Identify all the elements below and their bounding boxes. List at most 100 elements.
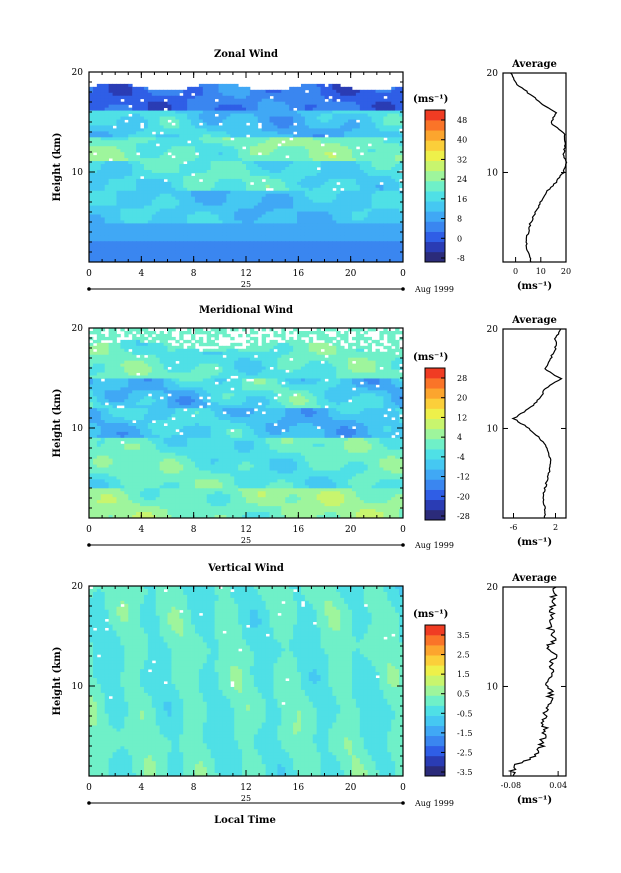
heatmap-cell: [371, 89, 376, 94]
heatmap-cell: [265, 214, 270, 218]
heatmap-cell: [230, 134, 235, 138]
heatmap-cell: [332, 140, 337, 144]
heatmap-cell: [116, 167, 121, 171]
heatmap-cell: [336, 247, 341, 251]
heatmap-cell: [194, 125, 200, 129]
heatmap-cell: [92, 167, 98, 171]
heatmap-cell: [324, 247, 329, 251]
heatmap-cell: [143, 241, 149, 245]
heatmap-cell: [297, 336, 302, 341]
heatmap-cell: [265, 110, 270, 114]
heatmap-cell: [253, 193, 259, 198]
heatmap-cell: [344, 169, 349, 174]
heatmap-cell: [391, 107, 396, 111]
heatmap-cell: [108, 167, 113, 171]
heatmap-cell: [100, 184, 106, 189]
heatmap-cell: [179, 175, 184, 180]
heatmap-cell: [328, 217, 333, 221]
heatmap-cell: [187, 98, 192, 103]
heatmap-cell: [391, 336, 396, 341]
heatmap-cell: [273, 89, 278, 94]
heatmap-cell: [108, 101, 113, 106]
heatmap-cell: [143, 101, 149, 106]
heatmap-cell: [265, 256, 270, 260]
heatmap-cell: [104, 125, 110, 129]
heatmap-cell: [136, 232, 141, 236]
heatmap-cell: [363, 155, 369, 159]
heatmap-cell: [222, 253, 227, 257]
heatmap-cell: [120, 113, 125, 117]
heatmap-cell: [96, 140, 102, 144]
heatmap-cell: [151, 164, 157, 168]
heatmap-cell: [230, 128, 235, 132]
heatmap-cell: [210, 247, 216, 251]
heatmap-cell: [100, 178, 106, 183]
heatmap-cell: [359, 190, 365, 195]
heatmap-cell: [100, 155, 106, 159]
heatmap-cell: [324, 256, 329, 260]
heatmap-cell: [143, 98, 149, 103]
heatmap-cell: [238, 190, 243, 195]
heatmap-cell: [253, 187, 259, 192]
heatmap-cell: [108, 169, 113, 174]
heatmap-cell: [151, 250, 157, 254]
heatmap-cell: [191, 244, 196, 248]
heatmap-cell: [387, 128, 392, 132]
heatmap-cell: [246, 229, 251, 233]
heatmap-cell: [132, 190, 137, 195]
heatmap-cell: [371, 110, 376, 114]
heatmap-cell: [112, 223, 117, 227]
heatmap-cell: [375, 95, 380, 100]
heatmap-cell: [285, 134, 290, 138]
heatmap-cell: [183, 247, 188, 251]
heatmap-cell: [253, 232, 259, 236]
heatmap-cell: [289, 202, 294, 206]
heatmap-cell: [261, 229, 267, 233]
heatmap-cell: [320, 199, 325, 204]
heatmap-cell: [379, 333, 384, 338]
heatmap-cell: [265, 235, 270, 239]
heatmap-cell: [383, 178, 388, 183]
heatmap-cell: [116, 95, 121, 100]
heatmap-cell: [355, 95, 361, 100]
heatmap-cell: [320, 172, 325, 177]
heatmap-cell: [281, 220, 286, 224]
heatmap-cell: [234, 226, 239, 230]
heatmap-cell: [206, 125, 212, 129]
heatmap-cell: [218, 125, 223, 129]
heatmap-cell: [257, 217, 263, 221]
heatmap-cell: [293, 178, 298, 183]
heatmap-cell: [155, 208, 161, 212]
heatmap-cell: [391, 184, 396, 189]
heatmap-cell: [218, 247, 223, 251]
heatmap-cell: [128, 169, 133, 174]
heatmap-cell: [344, 122, 349, 126]
heatmap-cell: [351, 211, 357, 215]
heatmap-cell: [399, 214, 404, 218]
heatmap-cell: [202, 167, 208, 171]
heatmap-cell: [155, 172, 161, 177]
heatmap-cell: [108, 256, 113, 260]
heatmap-cell: [194, 172, 200, 177]
heatmap-cell: [320, 140, 325, 144]
heatmap-cell: [348, 253, 353, 257]
heatmap-cell: [214, 158, 219, 162]
heatmap-cell: [344, 140, 349, 144]
heatmap-cell: [289, 143, 294, 147]
heatmap-cell: [198, 336, 204, 341]
heatmap-cell: [395, 196, 400, 201]
heatmap-cell: [332, 229, 337, 233]
heatmap-cell: [108, 95, 113, 100]
heatmap-cell: [238, 223, 243, 227]
heatmap-cell: [387, 137, 392, 141]
heatmap-cell: [363, 113, 369, 117]
heatmap-cell: [222, 205, 227, 209]
heatmap-cell: [348, 119, 353, 123]
heatmap-cell: [132, 131, 137, 135]
heatmap-cell: [120, 190, 125, 195]
heatmap-cell: [367, 104, 373, 109]
heatmap-cell: [344, 143, 349, 147]
heatmap-cell: [265, 161, 270, 165]
heatmap-cell: [269, 241, 274, 245]
heatmap-cell: [222, 122, 227, 126]
